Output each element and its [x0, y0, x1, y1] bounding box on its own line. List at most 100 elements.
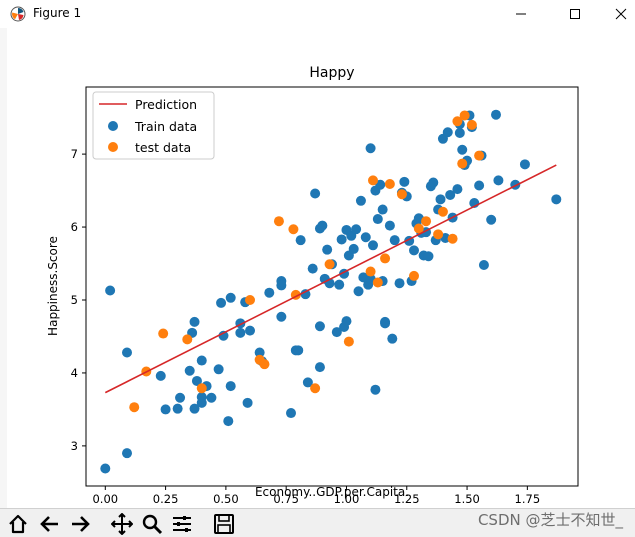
train-data-point	[384, 220, 395, 231]
train-data-point	[394, 278, 405, 289]
subplots-button[interactable]	[170, 512, 194, 536]
train-data-point	[331, 327, 342, 338]
test-data-point	[421, 216, 432, 227]
test-data-point	[396, 189, 407, 200]
train-data-point	[491, 109, 501, 120]
train-data-point	[223, 416, 234, 427]
train-data-point	[314, 362, 325, 373]
test-data-point	[158, 328, 169, 339]
train-data-point	[307, 263, 318, 274]
test-data-point	[273, 216, 284, 227]
x-tick-label: 0.00	[92, 492, 118, 506]
train-data-point	[372, 214, 383, 225]
train-data-point	[355, 195, 366, 206]
train-data-point	[245, 325, 255, 336]
pan-button[interactable]	[110, 512, 134, 536]
y-tick-label: 7	[71, 147, 78, 161]
train-data-point	[276, 311, 287, 322]
train-data-point	[314, 321, 325, 332]
train-data-point	[105, 285, 116, 296]
train-data-point	[216, 297, 227, 308]
x-tick-label: 0.25	[153, 492, 179, 506]
train-data-point	[334, 279, 345, 290]
watermark-text: CSDN @芝士不知世_	[477, 511, 623, 529]
test-data-point	[288, 224, 299, 235]
test-data-point	[380, 253, 391, 264]
legend-train-swatch	[108, 121, 118, 131]
forward-button[interactable]	[68, 512, 92, 536]
train-data-point	[235, 327, 246, 338]
legend-prediction-label: Prediction	[135, 97, 197, 112]
train-data-point	[365, 143, 376, 154]
home-icon	[9, 514, 27, 534]
minimize-button[interactable]	[498, 0, 544, 28]
test-data-point	[182, 334, 193, 345]
test-data-point	[365, 266, 376, 277]
zoom-icon	[142, 514, 163, 535]
train-data-point	[478, 259, 489, 270]
train-data-point	[189, 316, 200, 327]
legend-box	[92, 91, 215, 160]
train-data-point	[264, 287, 275, 298]
test-data-point	[457, 158, 468, 169]
save-icon	[214, 514, 234, 534]
back-button[interactable]	[38, 512, 62, 536]
train-data-point	[389, 235, 400, 246]
x-tick-label: 0.75	[273, 492, 299, 506]
train-data-point	[122, 347, 132, 358]
test-data-point	[452, 116, 463, 127]
legend: Prediction Train data test data	[92, 91, 215, 160]
test-data-point	[447, 233, 458, 244]
train-data-point	[493, 175, 504, 186]
x-tick-label: 1.50	[454, 492, 480, 506]
train-data-point	[368, 240, 378, 251]
test-data-point	[409, 270, 419, 281]
train-data-point	[486, 214, 497, 225]
legend-test-swatch	[108, 142, 118, 152]
test-data-point	[413, 223, 424, 234]
train-data-point	[353, 286, 364, 297]
zoom-button[interactable]	[140, 512, 164, 536]
train-data-point	[317, 220, 328, 231]
train-data-point	[351, 224, 362, 235]
x-tick-label: 1.00	[334, 492, 360, 506]
close-button[interactable]	[598, 0, 635, 28]
train-data-point	[377, 204, 388, 215]
x-tick-label: 1.75	[515, 492, 541, 506]
test-data-point	[459, 110, 470, 121]
train-data-point	[189, 403, 200, 414]
train-data-point	[286, 408, 296, 419]
test-data-point	[196, 383, 207, 394]
train-data-point	[445, 189, 456, 200]
test-data-point	[433, 229, 444, 240]
train-data-point	[435, 194, 446, 205]
train-data-point	[225, 381, 236, 392]
train-data-point	[155, 370, 166, 381]
train-data-point	[196, 355, 207, 366]
test-data-point	[368, 175, 378, 186]
minimize-icon	[516, 13, 526, 15]
maximize-button[interactable]	[552, 0, 598, 28]
navigation-toolbar	[0, 508, 635, 537]
pan-icon	[111, 513, 133, 535]
legend-test-label: test data	[135, 140, 191, 155]
train-data-point	[122, 448, 132, 459]
save-button[interactable]	[212, 512, 236, 536]
y-tick-label: 4	[71, 366, 78, 380]
home-button[interactable]	[6, 512, 30, 536]
test-data-point	[324, 259, 335, 270]
title-bar[interactable]: Figure 1	[0, 0, 635, 28]
prediction-line	[104, 164, 557, 394]
test-data-point	[343, 336, 354, 347]
train-data-point	[172, 403, 183, 414]
train-data-point	[310, 188, 321, 199]
figure-canvas[interactable]: Happy 0.00 0.25 0.50 0.75 1.00 1.25 1.50 1.75 3…	[7, 28, 635, 508]
train-data-point	[423, 251, 434, 262]
x-tick-label: 0.50	[213, 492, 239, 506]
train-data-point	[348, 243, 359, 254]
test-data-point	[372, 277, 383, 288]
subplots-icon	[173, 516, 191, 532]
train-data-point	[175, 392, 186, 403]
train-data-point	[428, 177, 439, 188]
